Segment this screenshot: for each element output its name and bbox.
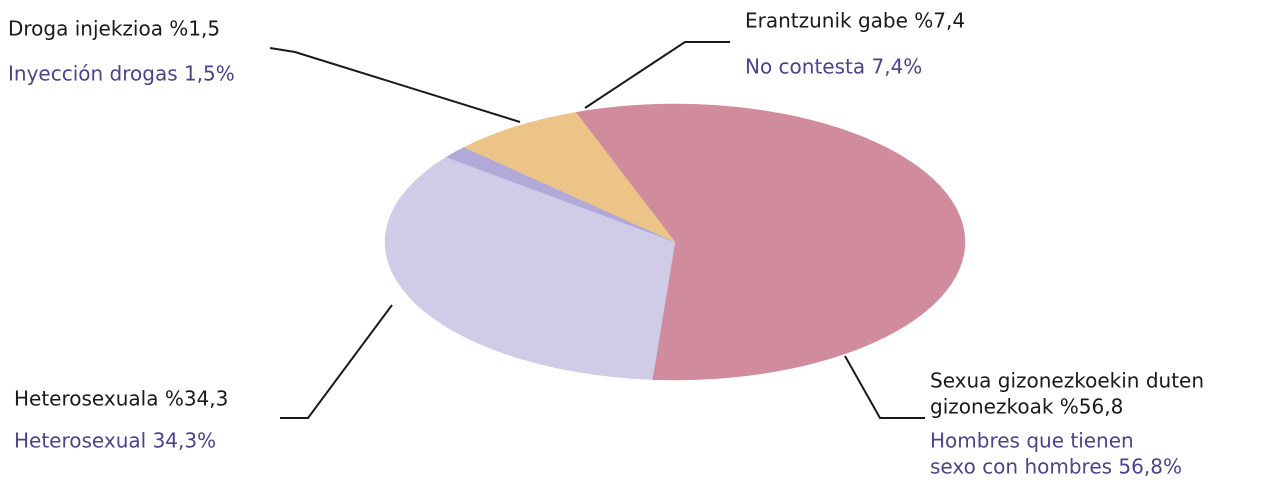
label-es: No contesta 7,4% <box>745 55 922 79</box>
leader-line <box>269 47 521 123</box>
label-eu: gizonezkoak %56,8 <box>930 395 1123 419</box>
label-es: sexo con hombres 56,8% <box>930 455 1182 479</box>
leader-line <box>280 304 393 419</box>
label-es: Inyección drogas 1,5% <box>8 62 235 86</box>
label-es: Heterosexual 34,3% <box>14 429 216 453</box>
label-eu: Heterosexuala %34,3 <box>14 387 228 411</box>
label-es: Hombres que tienen <box>930 429 1134 453</box>
label-eu: Erantzunik gabe %7,4 <box>745 9 965 33</box>
pie-slice <box>384 156 676 380</box>
pie-slice <box>575 103 966 381</box>
leader-line <box>584 41 730 109</box>
label-eu: Sexua gizonezkoekin duten <box>930 369 1204 393</box>
label-eu: Droga injekzioa %1,5 <box>8 17 220 41</box>
leader-line <box>844 355 925 419</box>
pie-slice <box>463 112 676 243</box>
